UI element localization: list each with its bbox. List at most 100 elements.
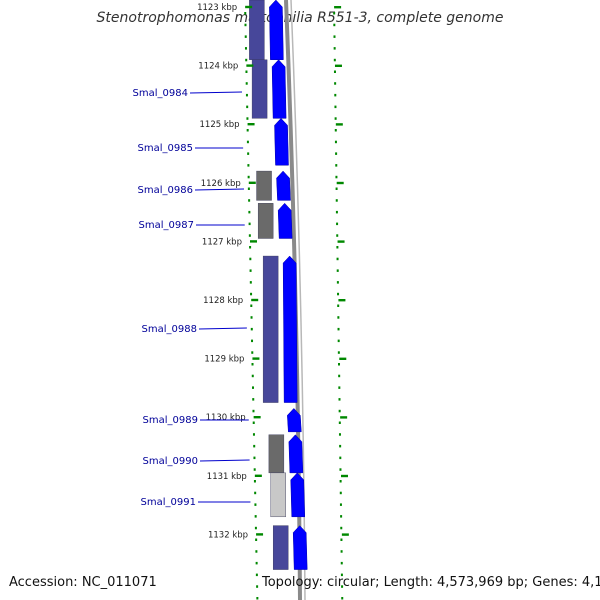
tick-dots-inner bbox=[244, 12, 259, 600]
ruler-tick-label: 1126 kbp bbox=[201, 179, 241, 189]
tick-dot bbox=[336, 234, 339, 237]
gene-label[interactable]: Smal_0989 bbox=[143, 415, 198, 426]
tick-dot bbox=[253, 456, 256, 460]
gene-label[interactable]: Smal_0986 bbox=[138, 185, 193, 196]
gene-label[interactable]: Smal_0984 bbox=[133, 88, 188, 99]
gene-label[interactable]: Smal_0987 bbox=[139, 220, 194, 231]
tick-dot bbox=[339, 468, 342, 471]
tick-dot bbox=[333, 35, 336, 38]
outer-major-tick bbox=[336, 181, 344, 185]
tick-dot bbox=[335, 152, 338, 155]
gene-leader-line bbox=[194, 188, 245, 191]
ruler-tick-mark bbox=[254, 474, 262, 477]
tick-dot bbox=[338, 363, 341, 366]
gene-label[interactable]: Smal_0991 bbox=[141, 497, 196, 508]
tick-dot bbox=[333, 70, 336, 73]
tick-dot bbox=[245, 58, 248, 62]
tick-dot bbox=[244, 12, 247, 15]
tick-dot bbox=[341, 585, 344, 588]
tick-dot bbox=[249, 257, 252, 261]
tick-dot bbox=[339, 456, 342, 460]
ruler-tick-mark bbox=[247, 123, 255, 126]
gene-labels: Smal_0984 Smal_0985 Smal_0986 Smal_0987 Smal… bbox=[133, 88, 251, 508]
gene-leader-line bbox=[189, 91, 242, 94]
tick-dot bbox=[333, 47, 336, 50]
cds-arrow bbox=[271, 59, 287, 119]
topology-text: Topology: circular; Length: 4,573,969 bp… bbox=[262, 575, 600, 590]
tick-dot bbox=[248, 222, 251, 226]
tick-dot bbox=[334, 129, 337, 132]
tick-dot bbox=[336, 257, 339, 261]
cds-arrow bbox=[287, 408, 302, 433]
cog-block bbox=[251, 59, 268, 119]
outer-major-tick bbox=[341, 533, 349, 536]
tick-dot bbox=[245, 70, 248, 73]
tick-dot bbox=[247, 187, 250, 190]
ruler-tick-label: 1124 kbp bbox=[198, 62, 238, 72]
tick-dot bbox=[334, 93, 337, 97]
tick-dot bbox=[338, 409, 341, 413]
tick-dot bbox=[249, 281, 252, 284]
tick-dot bbox=[337, 316, 340, 319]
tick-dot bbox=[250, 316, 253, 319]
tick-dot bbox=[339, 444, 342, 448]
ruler-tick-mark bbox=[246, 64, 254, 67]
tick-dot bbox=[340, 538, 343, 541]
tick-dot bbox=[247, 175, 250, 179]
tick-dot bbox=[335, 210, 338, 214]
tick-dot bbox=[341, 597, 344, 600]
cog-track bbox=[249, 0, 289, 570]
tick-dots-outer bbox=[333, 6, 349, 600]
tick-dot bbox=[338, 386, 341, 389]
ruler-tick-mark bbox=[252, 357, 260, 360]
tick-dot bbox=[256, 597, 259, 600]
outer-major-tick bbox=[337, 240, 345, 243]
tick-dot bbox=[340, 561, 343, 565]
tick-dot bbox=[336, 281, 339, 284]
tick-dot bbox=[251, 339, 254, 343]
gene-leader-line bbox=[198, 327, 247, 330]
ruler: 1123 kbp 1124 kbp 1125 kbp 1126 kbp 1127 kbp… bbox=[197, 3, 264, 540]
cog-block bbox=[268, 434, 285, 474]
tick-dot bbox=[250, 327, 253, 331]
tick-dot bbox=[333, 58, 336, 62]
tick-dot bbox=[339, 491, 342, 495]
tick-dot bbox=[255, 573, 258, 577]
outer-major-tick bbox=[339, 357, 347, 360]
outer-major-tick bbox=[334, 6, 342, 9]
tick-dot bbox=[334, 82, 337, 85]
tick-dot bbox=[339, 503, 342, 506]
tick-dot bbox=[335, 175, 338, 179]
tick-dot bbox=[248, 199, 251, 202]
gene-label[interactable]: Smal_0990 bbox=[143, 456, 198, 467]
cds-arrow bbox=[274, 117, 289, 166]
tick-dot bbox=[251, 363, 254, 366]
tick-dot bbox=[334, 117, 337, 120]
tick-dot bbox=[252, 398, 255, 401]
cds-arrow bbox=[292, 525, 308, 570]
tick-dot bbox=[250, 292, 253, 296]
tick-dot bbox=[248, 234, 251, 237]
tick-dot bbox=[337, 339, 340, 343]
cog-block bbox=[256, 170, 272, 201]
cog-block bbox=[249, 0, 265, 60]
tick-dot bbox=[338, 421, 341, 424]
tick-dot bbox=[340, 515, 343, 518]
gene-label[interactable]: Smal_0988 bbox=[142, 324, 197, 335]
tick-dot bbox=[254, 491, 257, 495]
ruler-tick-mark bbox=[249, 240, 257, 243]
cds-arrow bbox=[282, 255, 298, 403]
tick-dot bbox=[251, 351, 254, 354]
tick-dot bbox=[338, 398, 341, 401]
tick-dot bbox=[255, 550, 258, 553]
tick-dot bbox=[333, 12, 336, 15]
tick-dot bbox=[337, 304, 340, 307]
tick-dot bbox=[334, 140, 337, 144]
tick-dot bbox=[335, 164, 338, 167]
tick-dot bbox=[337, 292, 340, 296]
gene-label[interactable]: Smal_0985 bbox=[138, 143, 193, 154]
ruler-tick-label: 1127 kbp bbox=[202, 237, 242, 247]
cds-track bbox=[269, 0, 308, 570]
tick-dot bbox=[253, 468, 256, 471]
